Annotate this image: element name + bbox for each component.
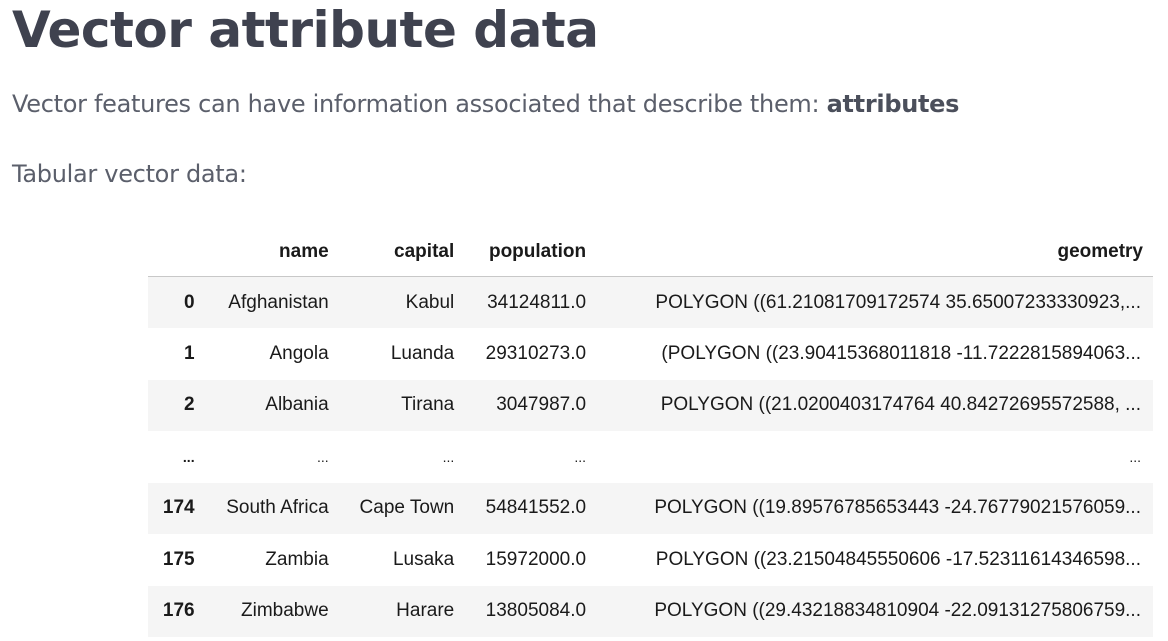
cell-geometry: POLYGON ((23.21504845550606 -17.52311614… (655, 548, 1141, 570)
header-row: name capital population geometry (148, 228, 1153, 277)
cell-population: 54841552.0 (485, 497, 587, 519)
row-index: 175 (162, 548, 195, 570)
cell-geometry: POLYGON ((61.21081709172574 35.650072333… (655, 291, 1141, 313)
cell-name: Afghanistan (228, 291, 329, 313)
row-index: 1 (184, 342, 195, 364)
table-row: 1 Angola Luanda 29310273.0 (POLYGON ((23… (148, 328, 1153, 380)
cell-capital: Harare (396, 600, 455, 622)
column-header-population: population (464, 228, 597, 277)
cell-capital: Cape Town (359, 497, 455, 519)
tabular-caption: Tabular vector data: (12, 160, 247, 188)
table-row: 0 Afghanistan Kabul 34124811.0 POLYGON (… (148, 276, 1153, 328)
table-row: 176 Zimbabwe Harare 13805084.0 POLYGON (… (148, 585, 1153, 637)
cell-geometry: POLYGON ((19.89576785653443 -24.76779021… (654, 497, 1141, 519)
row-index: ... (182, 448, 195, 465)
cell-geometry: ... (1129, 448, 1141, 465)
cell-name: Zimbabwe (241, 600, 329, 622)
table-header: name capital population geometry (148, 228, 1153, 277)
row-index: 176 (162, 600, 195, 622)
slide-title: Vector attribute data (12, 1, 599, 59)
intro-text: Vector features can have information ass… (12, 90, 827, 118)
cell-name: ... (316, 448, 329, 465)
cell-population: 29310273.0 (485, 342, 587, 364)
cell-capital: ... (442, 448, 455, 465)
table-body: 0 Afghanistan Kabul 34124811.0 POLYGON (… (148, 276, 1153, 637)
table-row-ellipsis: ... ... ... ... ... (148, 431, 1153, 483)
cell-geometry: POLYGON ((29.43218834810904 -22.09131275… (654, 600, 1141, 622)
cell-population: 3047987.0 (496, 394, 587, 416)
column-header-capital: capital (338, 228, 465, 277)
cell-geometry: POLYGON ((21.0200403174764 40.8427269557… (660, 394, 1141, 416)
table-row: 175 Zambia Lusaka 15972000.0 POLYGON ((2… (148, 534, 1153, 586)
cell-name: Angola (269, 342, 329, 364)
row-index: 2 (184, 394, 195, 416)
table-row: 174 South Africa Cape Town 54841552.0 PO… (148, 482, 1153, 534)
cell-population: 13805084.0 (485, 600, 587, 622)
cell-geometry: (POLYGON ((23.90415368011818 -11.7222815… (661, 342, 1141, 364)
cell-name: Zambia (265, 548, 329, 570)
attributes-keyword: attributes (826, 90, 960, 118)
index-header (148, 228, 205, 277)
cell-population: 15972000.0 (485, 548, 587, 570)
cell-capital: Tirana (401, 394, 455, 416)
cell-capital: Lusaka (392, 548, 455, 570)
cell-population: ... (574, 448, 587, 465)
column-header-name: name (204, 228, 339, 277)
table-row: 2 Albania Tirana 3047987.0 POLYGON ((21.… (148, 379, 1153, 431)
cell-capital: Luanda (390, 342, 455, 364)
column-header-geometry: geometry (596, 228, 1153, 277)
row-index: 0 (184, 291, 195, 313)
intro-paragraph: Vector features can have information ass… (12, 88, 959, 120)
cell-name: Albania (265, 394, 329, 416)
cell-capital: Kabul (405, 291, 455, 313)
cell-population: 34124811.0 (487, 291, 587, 313)
cell-name: South Africa (226, 497, 329, 519)
row-index: 174 (162, 497, 195, 519)
dataframe-table: name capital population geometry 0 Afgha… (148, 228, 1153, 637)
